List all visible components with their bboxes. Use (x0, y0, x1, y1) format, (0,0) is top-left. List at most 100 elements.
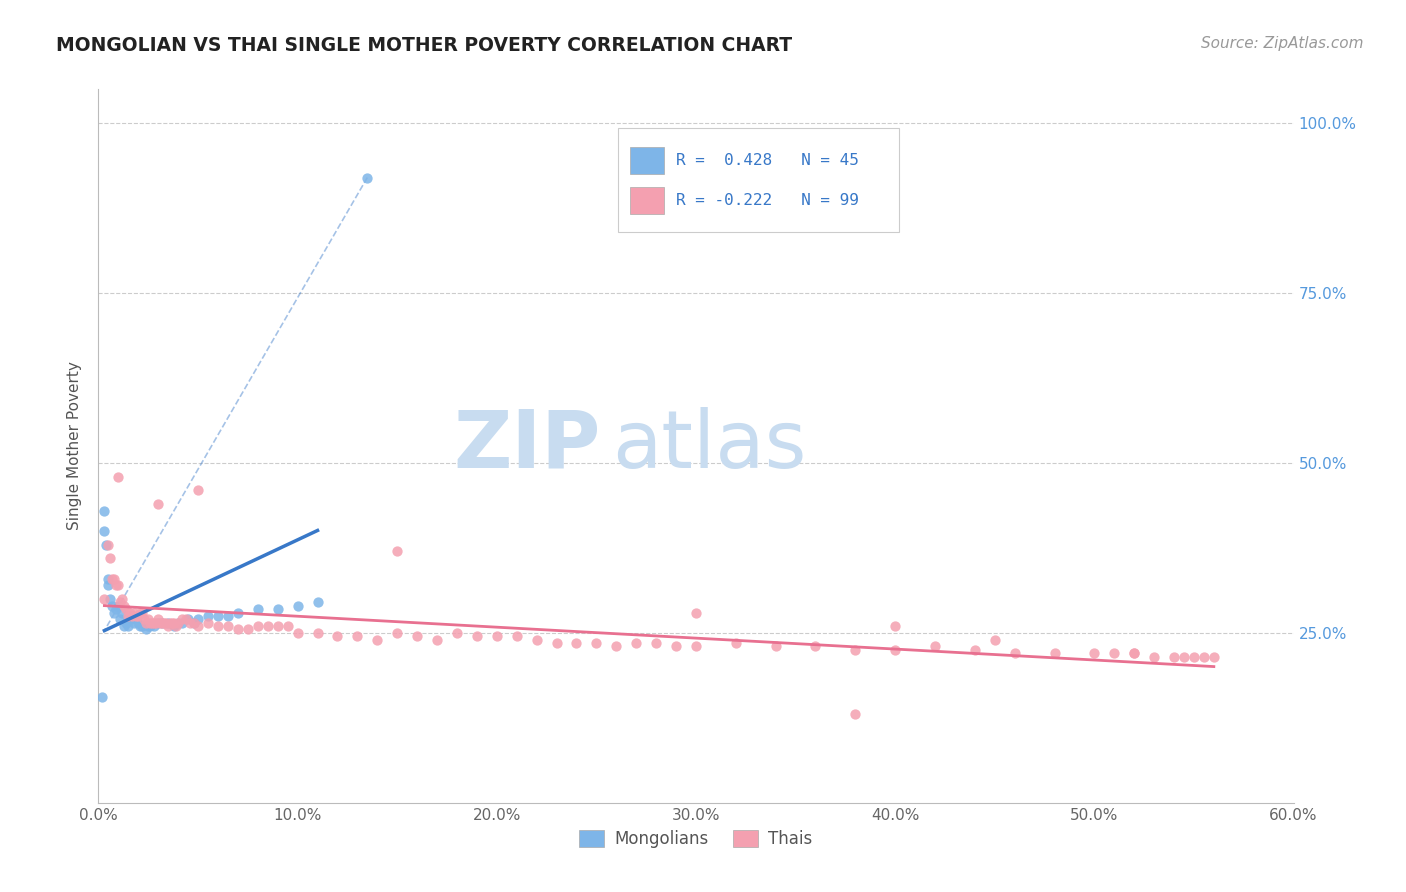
Point (127, 615, 149, 630)
Point (307, 626, 329, 640)
Point (148, 497, 170, 511)
Point (121, 608, 143, 623)
Point (148, 615, 170, 630)
Point (98, 551, 122, 566)
Point (217, 619, 239, 633)
Point (143, 615, 166, 630)
FancyBboxPatch shape (630, 147, 664, 174)
Point (287, 626, 309, 640)
Point (1202, 649, 1225, 664)
Point (585, 636, 607, 650)
Point (163, 615, 186, 630)
Point (93, 503, 115, 517)
Point (143, 619, 166, 633)
Point (626, 636, 648, 650)
Point (256, 619, 278, 633)
Point (163, 619, 186, 633)
Point (1123, 646, 1146, 660)
Point (1123, 646, 1146, 660)
Point (160, 615, 183, 630)
Point (183, 615, 205, 630)
Point (167, 615, 190, 630)
Point (97, 537, 120, 551)
Point (174, 612, 197, 626)
Point (129, 606, 152, 620)
Point (91, 690, 114, 705)
Point (115, 615, 138, 630)
Point (150, 615, 173, 630)
Point (1083, 646, 1105, 660)
Point (139, 619, 162, 633)
Point (246, 602, 269, 616)
Point (93, 591, 115, 606)
Point (131, 619, 153, 633)
Point (217, 608, 239, 623)
Point (844, 707, 866, 722)
Point (125, 612, 148, 626)
Point (267, 602, 290, 616)
Point (685, 606, 707, 620)
Point (131, 606, 153, 620)
Point (1104, 646, 1126, 660)
Point (724, 636, 747, 650)
Legend: Mongolians, Thais: Mongolians, Thais (572, 823, 820, 855)
Point (135, 615, 157, 630)
Text: R = -0.222   N = 99: R = -0.222 N = 99 (676, 193, 859, 208)
Point (177, 612, 200, 626)
Point (465, 629, 488, 643)
Point (150, 615, 173, 630)
Point (127, 608, 149, 623)
Point (183, 615, 205, 630)
Point (236, 623, 259, 637)
Point (526, 632, 548, 647)
Point (207, 619, 229, 633)
Point (157, 615, 180, 630)
Point (485, 629, 508, 643)
Point (105, 602, 128, 616)
Point (356, 170, 378, 185)
Point (110, 595, 132, 609)
Point (246, 619, 269, 633)
Point (1143, 649, 1166, 664)
Point (366, 632, 388, 647)
Point (135, 623, 157, 637)
Point (884, 643, 907, 657)
Text: atlas: atlas (613, 407, 807, 485)
FancyBboxPatch shape (619, 128, 900, 232)
Point (97, 572, 120, 586)
Point (277, 619, 299, 633)
Point (120, 606, 142, 620)
Point (145, 615, 167, 630)
Point (287, 599, 309, 613)
Point (121, 608, 143, 623)
Point (148, 612, 170, 626)
Point (120, 612, 142, 626)
Point (1182, 649, 1205, 664)
Point (103, 606, 125, 620)
Point (115, 602, 138, 616)
Point (107, 599, 129, 613)
Point (963, 643, 986, 657)
Point (307, 595, 329, 609)
Point (124, 606, 146, 620)
Point (149, 615, 172, 630)
Point (605, 640, 627, 654)
Text: Source: ZipAtlas.com: Source: ZipAtlas.com (1201, 36, 1364, 51)
Point (179, 615, 201, 630)
Point (111, 591, 134, 606)
Point (226, 623, 249, 637)
Point (107, 578, 129, 592)
Point (110, 612, 132, 626)
Point (153, 615, 176, 630)
Point (984, 632, 1007, 647)
Point (426, 632, 449, 647)
Point (765, 640, 787, 654)
Point (136, 619, 159, 633)
Point (96, 537, 118, 551)
Point (226, 606, 249, 620)
Point (165, 619, 187, 633)
Point (129, 619, 152, 633)
Text: MONGOLIAN VS THAI SINGLE MOTHER POVERTY CORRELATION CHART: MONGOLIAN VS THAI SINGLE MOTHER POVERTY … (56, 36, 793, 54)
Point (546, 636, 568, 650)
Point (105, 578, 128, 592)
